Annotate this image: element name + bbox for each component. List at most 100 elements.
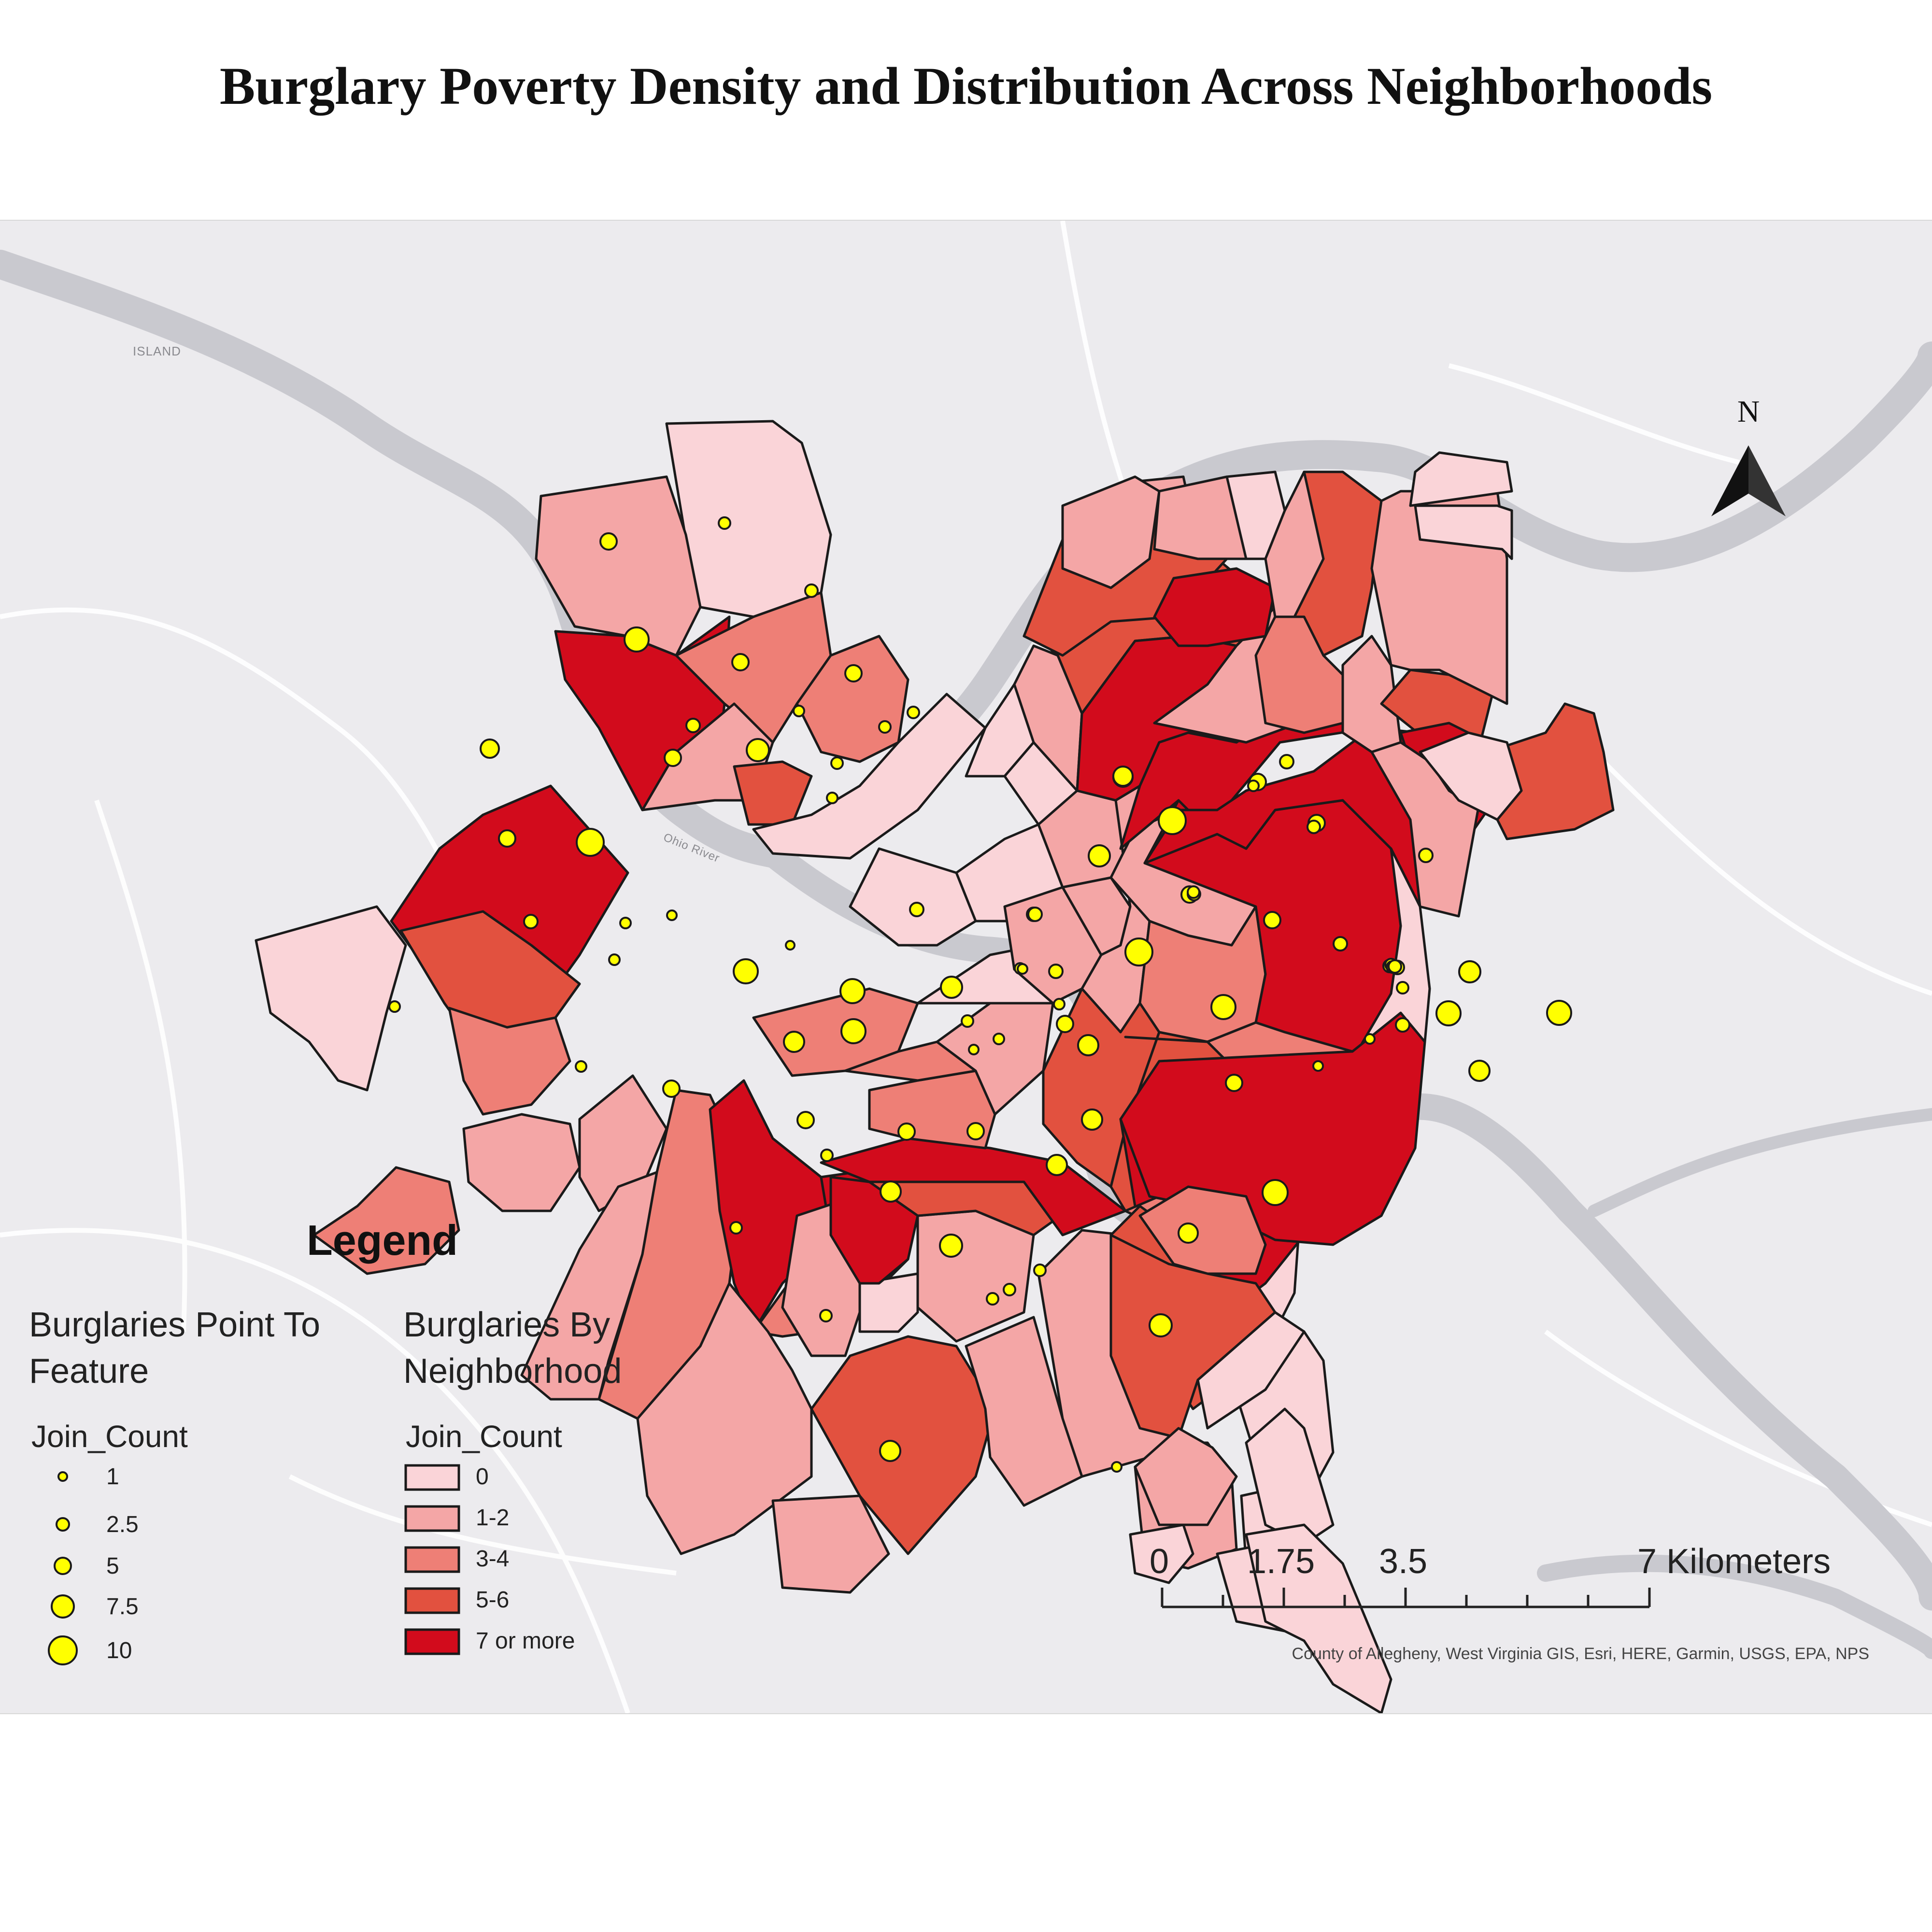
legend-polygon-label-0: 0 — [476, 1464, 489, 1490]
scale-label-7-kilometers: 7 Kilometers — [1637, 1542, 1831, 1581]
legend-polygon-label-1-2: 1-2 — [476, 1505, 510, 1531]
neighborhood-polygon — [1245, 1523, 1392, 1713]
burglary-point — [1388, 959, 1402, 974]
burglary-point — [1210, 994, 1236, 1020]
burglary-point — [1111, 1461, 1122, 1473]
scale-label-0: 0 — [1150, 1542, 1169, 1581]
burglary-point — [1081, 1108, 1103, 1131]
legend-point-label-2.5: 2.5 — [106, 1512, 139, 1537]
burglary-point — [878, 720, 892, 734]
burglary-point — [796, 1111, 815, 1129]
burglary-point — [1112, 766, 1134, 787]
burglary-point — [939, 1234, 963, 1258]
burglary-point — [731, 653, 750, 671]
burglary-point — [1468, 1060, 1491, 1082]
neighborhood-polygon — [1153, 567, 1277, 647]
burglary-point — [718, 516, 731, 530]
neighborhood-polygon — [858, 1272, 919, 1333]
legend-polygon-label-3-4: 3-4 — [476, 1546, 510, 1572]
burglary-point — [1225, 1074, 1243, 1092]
burglary-point — [662, 1080, 681, 1098]
neighborhood-polygon — [1414, 504, 1513, 560]
burglary-point — [1088, 844, 1111, 867]
legend-swatch-5-6 — [404, 1587, 460, 1614]
burglary-point — [666, 909, 678, 921]
neighborhood-polygon — [448, 1007, 571, 1116]
legend-points-heading-line1: Burglaries Point To — [29, 1306, 320, 1344]
burglary-point — [909, 902, 924, 917]
north-arrow-icon — [1711, 445, 1786, 516]
burglary-point — [1307, 820, 1321, 834]
burglary-point — [1053, 998, 1065, 1010]
neighborhood-polygon — [313, 1166, 460, 1275]
burglary-point — [793, 705, 805, 717]
legend-polygon-swatches — [404, 1464, 460, 1655]
legend-polygon-label-5-6: 5-6 — [476, 1587, 510, 1613]
burglary-point — [1546, 1000, 1572, 1026]
burglary-point — [1312, 1060, 1324, 1072]
neighborhood-polygon — [1245, 1407, 1335, 1546]
burglary-point — [1003, 1283, 1016, 1296]
burglary-point — [1158, 806, 1187, 835]
burglary-point — [826, 792, 838, 804]
scale-bar — [1161, 1588, 1651, 1608]
legend-point-symbols — [48, 1471, 78, 1665]
burglary-points — [388, 516, 1572, 1473]
neighborhood-polygon — [771, 1494, 890, 1594]
burglary-point — [1124, 938, 1153, 966]
map-attribution: County of Allegheny, West Virginia GIS, … — [1292, 1645, 1869, 1663]
legend-point-10 — [48, 1635, 78, 1665]
neighborhood-polygon — [1409, 451, 1513, 507]
burglary-point — [879, 1440, 901, 1462]
neighborhood-polygon — [1061, 475, 1161, 589]
legend-points-heading-line2: Feature — [29, 1352, 149, 1391]
burglary-point — [498, 829, 516, 848]
burglary-point — [1048, 964, 1064, 979]
burglary-point — [1262, 1179, 1289, 1206]
burglary-point — [1458, 960, 1481, 983]
burglary-point — [880, 1180, 902, 1203]
burglary-point — [783, 1031, 805, 1053]
neighborhood-polygon — [255, 905, 407, 1092]
burglary-point — [907, 706, 920, 719]
legend-point-5 — [54, 1557, 72, 1575]
burglary-point — [1263, 911, 1281, 929]
burglary-point — [480, 739, 500, 759]
burglary-point — [966, 1122, 985, 1140]
legend-polygon-label-7-or-more: 7 or more — [476, 1628, 575, 1654]
neighborhood-polygon — [1134, 1427, 1238, 1526]
burglary-point — [897, 1122, 916, 1141]
scale-label-1.75: 1.75 — [1247, 1542, 1315, 1581]
burglary-point — [1279, 754, 1294, 769]
burglary-point — [388, 1000, 401, 1013]
legend-title: Legend — [307, 1216, 458, 1264]
burglary-point — [785, 940, 796, 951]
neighborhood-polygon — [916, 1209, 1035, 1343]
legend-swatch-0 — [404, 1464, 460, 1491]
burglary-point — [1033, 1264, 1047, 1277]
legend-polygons-field: Join_Count — [406, 1419, 562, 1454]
neighborhood-polygon — [535, 475, 702, 657]
allegheny-river — [758, 341, 1932, 868]
burglary-point — [1027, 907, 1043, 922]
legend-point-label-5: 5 — [106, 1553, 119, 1579]
map-canvas[interactable] — [0, 221, 1932, 1713]
burglary-point — [599, 532, 618, 551]
map-title: Burglary Poverty Density and Distributio… — [219, 57, 1713, 115]
burglary-point — [746, 738, 770, 762]
neighborhood-polygon — [1419, 731, 1523, 821]
map-frame[interactable]: ISLAND Ohio River Legend Burglaries Poin… — [0, 220, 1932, 1714]
neighborhood-polygon — [849, 847, 977, 947]
burglary-point — [961, 1014, 974, 1028]
burglary-point — [1178, 1222, 1199, 1244]
neighborhood-polygon — [1129, 1523, 1194, 1584]
burglary-point — [523, 914, 539, 929]
burglary-point — [1046, 1154, 1068, 1176]
burglary-point — [664, 749, 682, 767]
burglary-point — [624, 626, 650, 653]
burglary-point — [576, 828, 605, 857]
burglary-point — [840, 1018, 867, 1044]
burglary-point — [729, 1221, 743, 1235]
basemap-label-island: ISLAND — [133, 344, 181, 358]
burglary-point — [844, 664, 863, 682]
